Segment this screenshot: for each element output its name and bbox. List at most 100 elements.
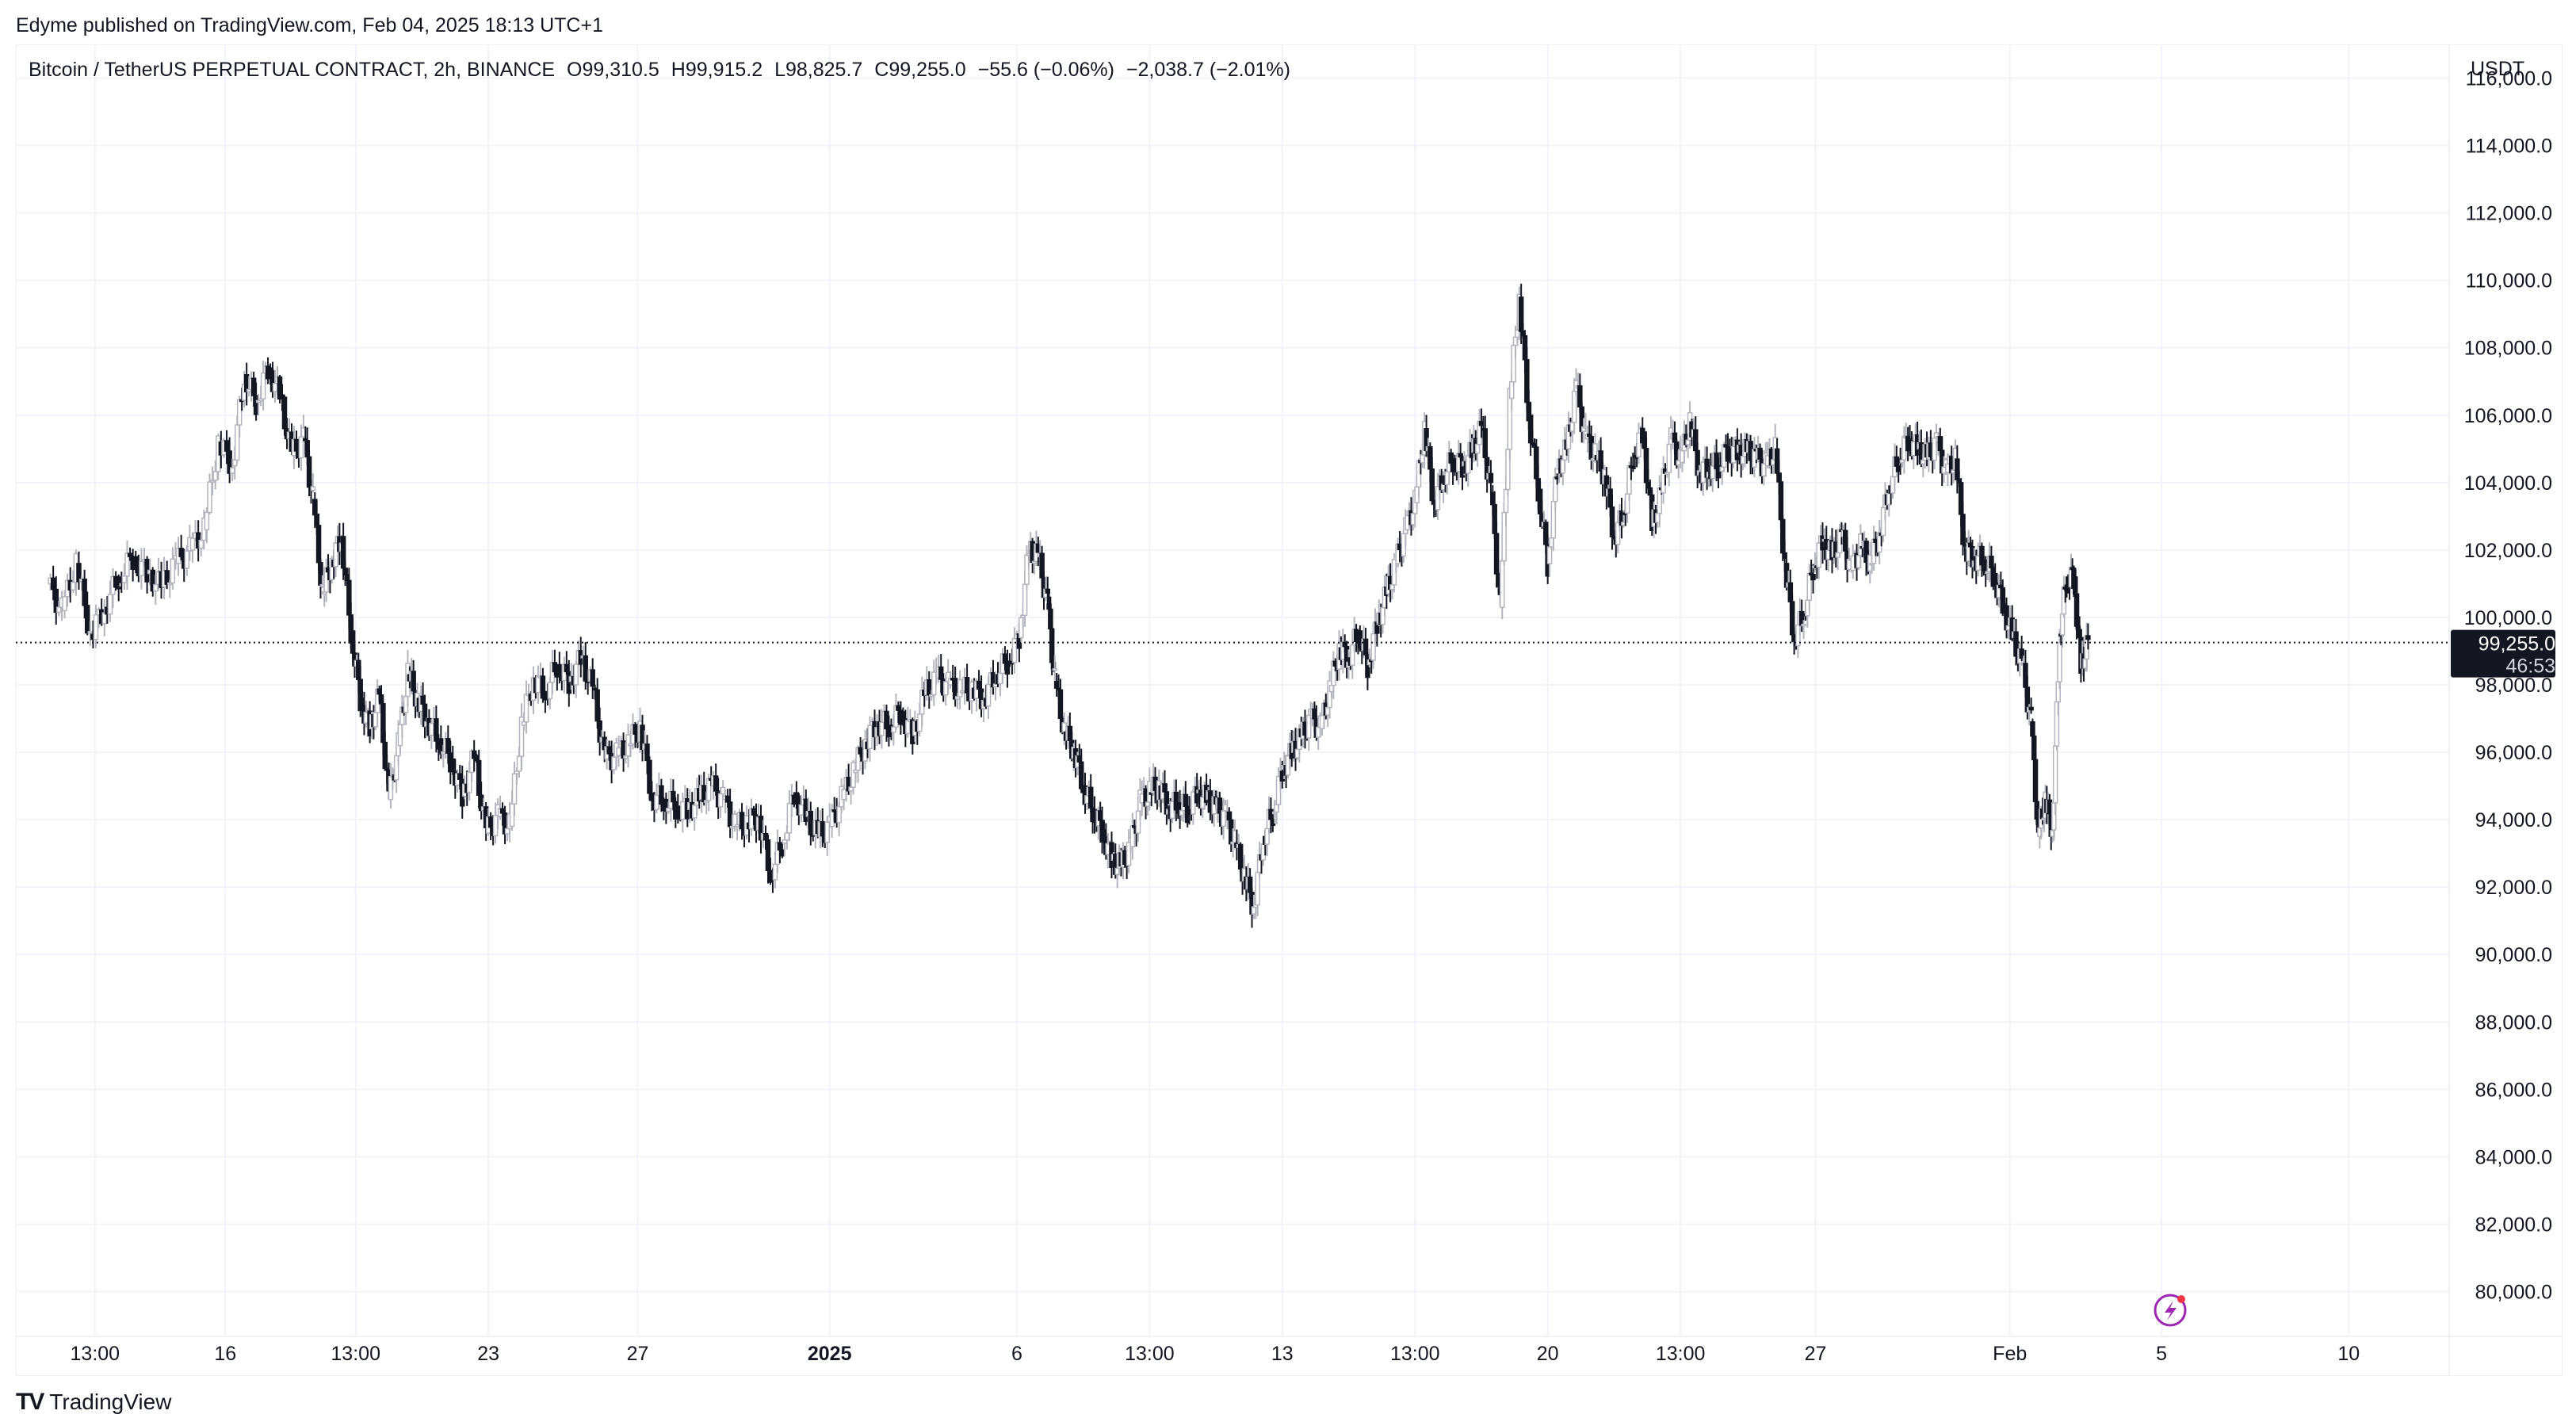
candle-body <box>900 711 906 720</box>
candle-body <box>487 816 494 828</box>
candle-body <box>540 675 546 699</box>
change-percent-value: −2,038.7 (−2.01%) <box>1126 59 1290 81</box>
candle-body <box>720 786 726 795</box>
candle-body <box>50 577 56 591</box>
symbol-name[interactable]: Bitcoin / TetherUS PERPETUAL CONTRACT, 2… <box>29 59 556 81</box>
x-tick-label: 20 <box>1537 1343 1559 1365</box>
candle-body <box>315 525 322 564</box>
lightning-icon[interactable] <box>2154 1294 2187 1327</box>
candle-body <box>1052 667 1057 671</box>
candle-body <box>896 705 901 711</box>
candle-body <box>938 666 944 680</box>
candle-body <box>739 812 745 830</box>
candle-body <box>891 726 896 733</box>
candle-body <box>680 801 686 820</box>
candle-body <box>671 790 676 803</box>
x-tick-label: 13:00 <box>1390 1343 1440 1365</box>
change-value: −55.6 (−0.06%) <box>977 59 1114 81</box>
candle-body <box>1488 472 1494 484</box>
candle-body <box>1810 573 1816 581</box>
candle-body <box>701 785 707 803</box>
candle-body <box>450 758 456 772</box>
y-tick-label: 114,000.0 <box>2466 136 2552 158</box>
candle-body <box>250 377 257 396</box>
candle-body <box>281 396 288 430</box>
candle-body <box>594 689 600 722</box>
tradingview-logo[interactable]: TV TradingView <box>16 1389 171 1416</box>
candle-body <box>829 809 835 828</box>
x-tick-label: 27 <box>1805 1343 1827 1365</box>
y-tick-label: 86,000.0 <box>2475 1079 2552 1101</box>
y-tick-label: 92,000.0 <box>2475 877 2552 899</box>
candle-body <box>644 743 650 762</box>
chart-border <box>16 44 2563 1376</box>
candle-body <box>777 842 783 851</box>
candle-body <box>124 552 130 577</box>
candle-body <box>272 383 278 392</box>
candle-body <box>820 821 825 837</box>
y-tick-label: 96,000.0 <box>2475 742 2552 764</box>
candle-body <box>139 560 144 577</box>
candle-body <box>253 395 259 415</box>
candle-body <box>931 671 937 696</box>
candle-body <box>82 578 87 606</box>
candle-body <box>107 594 113 615</box>
x-tick-label: 16 <box>214 1343 236 1365</box>
x-tick-label: 10 <box>2337 1343 2360 1365</box>
candle-body <box>957 679 963 698</box>
candle-body <box>492 815 499 836</box>
candle-body <box>198 539 204 549</box>
candle-body <box>127 552 133 557</box>
candle-body <box>564 663 570 673</box>
candle-body <box>473 755 480 762</box>
candle-body <box>751 808 757 816</box>
y-tick-label: 98,000.0 <box>2475 675 2552 697</box>
candle-body <box>224 440 230 452</box>
publisher-line: Edyme published on TradingView.com, Feb … <box>16 14 603 36</box>
candle-body <box>535 676 541 694</box>
candle-body <box>113 575 119 588</box>
candle-body <box>772 863 778 881</box>
candle-body <box>952 678 958 700</box>
candle-body <box>189 537 196 551</box>
candle-body <box>727 801 733 828</box>
notification-dot-icon <box>2177 1295 2185 1303</box>
candle-body <box>56 606 62 614</box>
candle-body <box>566 671 572 694</box>
close-value: C99,255.0 <box>874 59 966 81</box>
x-tick-label: 27 <box>627 1343 649 1365</box>
candle-body <box>803 798 809 823</box>
candle-body <box>647 759 652 794</box>
y-tick-label: 102,000.0 <box>2464 540 2552 562</box>
candle-body <box>2028 706 2034 711</box>
candle-body <box>504 828 510 835</box>
candle-body <box>2019 648 2024 659</box>
candle-body <box>518 716 525 757</box>
currency-button[interactable]: USDT <box>2470 58 2525 80</box>
candle-body <box>62 595 67 612</box>
candle-body <box>633 724 638 735</box>
candle-body <box>616 747 621 757</box>
last-price-label: 99,255.0 <box>2479 633 2555 656</box>
candle-body <box>71 581 76 591</box>
candle-body <box>884 710 889 730</box>
candle-body <box>231 459 238 467</box>
candlestick-chart[interactable]: 80,000.0 82,000.0 84,000.0 86,000.0 88,000.0… <box>16 44 2563 1376</box>
chart-area[interactable]: 80,000.0 82,000.0 84,000.0 86,000.0 88,000.0… <box>16 44 2563 1376</box>
candle-body <box>1002 653 1008 664</box>
candle-body <box>552 662 558 673</box>
candle-body <box>116 587 121 590</box>
candle-body <box>2085 635 2091 640</box>
y-tick-label: 116,000.0 <box>2466 68 2552 90</box>
candle-body <box>985 683 992 707</box>
y-tick-label: 80,000.0 <box>2475 1281 2552 1303</box>
candle-body <box>170 558 176 584</box>
candle-body <box>204 511 210 531</box>
candle-body <box>976 680 982 690</box>
candle-body <box>590 669 595 687</box>
candle-body <box>583 655 588 682</box>
tv-logo-icon: TV <box>16 1389 44 1415</box>
ohlc-legend: Bitcoin / TetherUS PERPETUAL CONTRACT, 2… <box>29 59 1297 82</box>
candle-body <box>779 849 785 857</box>
last-price-label-bg <box>2451 629 2555 678</box>
